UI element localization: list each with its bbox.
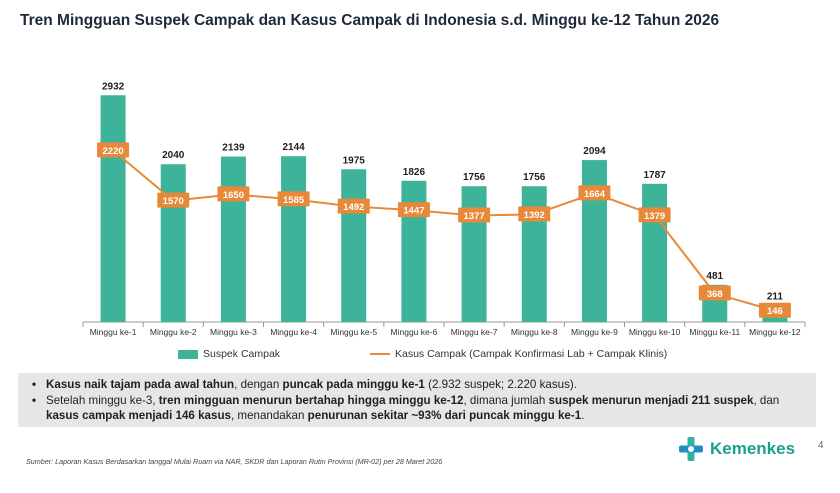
bar-value-label: 2144	[282, 142, 305, 153]
chart-legend: Suspek Campak Kasus Campak (Campak Konfi…	[0, 348, 840, 364]
bar-suspek	[100, 95, 126, 322]
summary-text: , dan	[753, 393, 780, 407]
bar-value-label: 2040	[162, 150, 185, 161]
bar-value-label: 211	[767, 292, 784, 303]
summary-text: tren mingguan menurun bertahap hingga mi…	[158, 393, 464, 407]
x-tick-label: Minggu ke-4	[270, 327, 317, 337]
x-tick-label: Minggu ke-7	[451, 327, 498, 337]
line-point-marker	[397, 202, 430, 218]
line-value-label: 1570	[163, 196, 184, 207]
kemenkes-logo: Kemenkes	[678, 436, 795, 462]
summary-text: suspek menurun menjadi 211 suspek	[548, 393, 754, 407]
bar-suspek	[461, 186, 487, 322]
bar-value-label: 2139	[222, 143, 245, 154]
line-point-marker	[698, 285, 731, 301]
line-value-label: 1492	[343, 202, 364, 213]
summary-text: .	[581, 409, 585, 422]
line-kasus	[112, 149, 776, 312]
line-point-marker	[458, 207, 491, 223]
x-tick-label: Minggu ke-6	[391, 327, 438, 337]
summary-text: , menandakan	[230, 409, 308, 422]
line-value-label: 368	[707, 289, 723, 300]
legend-item-kasus: Kasus Campak (Campak Konfirmasi Lab + Ca…	[370, 348, 667, 360]
summary-text: kasus campak menjadi 146 kasus	[46, 409, 231, 422]
line-value-label: 1585	[283, 195, 305, 206]
summary-text: , dengan	[234, 378, 283, 391]
legend-label-suspek: Suspek Campak	[203, 348, 281, 360]
x-tick-label: Minggu ke-1	[90, 327, 137, 337]
bar-suspek	[401, 180, 427, 322]
bar-value-label: 1787	[643, 170, 666, 181]
bar-value-label: 2094	[583, 146, 606, 157]
line-value-label: 1650	[223, 190, 244, 201]
line-point-marker	[758, 302, 791, 318]
legend-item-suspek: Suspek Campak	[178, 348, 280, 360]
page-number: 4	[818, 440, 824, 451]
kemenkes-logo-icon	[679, 437, 703, 461]
bar-value-label: 2932	[102, 81, 125, 92]
x-tick-label: Minggu ke-8	[511, 327, 558, 337]
chart-title: Tren Mingguan Suspek Campak dan Kasus Ca…	[20, 12, 720, 29]
line-point-marker	[578, 185, 611, 201]
summary-text: Kasus naik tajam pada awal tahun	[46, 378, 235, 391]
bar-value-label: 1975	[343, 155, 366, 166]
bar-value-label: 1826	[403, 167, 426, 178]
legend-label-kasus: Kasus Campak (Campak Konfirmasi Lab + Ca…	[395, 348, 668, 360]
line-point-marker	[337, 198, 370, 214]
x-tick-label: Minggu ke-10	[629, 327, 681, 337]
line-point-marker	[638, 207, 671, 223]
legend-swatch-line	[370, 353, 390, 355]
x-tick-label: Minggu ke-5	[330, 327, 377, 337]
source-note: Sumber: Laporan Kasus Berdasarkan tangga…	[26, 457, 443, 466]
bar-suspek	[160, 164, 186, 322]
summary-text: , dimana jumlah	[463, 393, 549, 407]
line-point-marker	[518, 206, 551, 222]
bar-value-label: 1756	[523, 172, 546, 183]
line-value-label: 1379	[644, 211, 665, 222]
line-value-label: 2220	[103, 146, 124, 157]
line-point-marker	[217, 186, 250, 202]
bar-suspek	[341, 169, 367, 322]
line-point-marker	[97, 142, 130, 158]
bar-value-label: 1756	[463, 172, 486, 183]
line-value-label: 1392	[524, 210, 545, 221]
bar-value-label: 481	[706, 271, 723, 282]
x-tick-label: Minggu ke-2	[150, 327, 197, 337]
line-point-marker	[277, 191, 310, 207]
logo-text: Kemenkes	[710, 439, 796, 458]
bar-suspek	[581, 160, 607, 322]
legend-swatch-bar	[178, 349, 198, 359]
bar-suspek	[281, 156, 307, 322]
bar-suspek	[642, 183, 668, 322]
x-tick-label: Minggu ke-11	[689, 327, 740, 337]
summary-text: Setelah minggu ke-3,	[46, 393, 159, 407]
line-value-label: 1664	[584, 189, 606, 200]
summary-text: (2.932 suspek; 2.220 kasus).	[424, 378, 577, 391]
line-value-label: 146	[767, 306, 783, 317]
summary-text: puncak pada minggu ke-1	[282, 378, 425, 391]
x-tick-label: Minggu ke-3	[210, 327, 257, 337]
x-tick-label: Minggu ke-9	[571, 327, 618, 337]
combo-chart: 2932 2040 2139 2144 1975 1826 1756 1756 2094 1787…	[82, 81, 806, 337]
line-value-label: 1377	[464, 211, 485, 222]
summary-bullet-1: Kasus naik tajam pada awal tahun, dengan…	[30, 377, 806, 393]
summary-bullet-2: Setelah minggu ke-3, tren mingguan menur…	[30, 393, 806, 424]
line-value-label: 1447	[403, 206, 424, 217]
bar-suspek	[220, 156, 246, 322]
x-tick-label: Minggu ke-12	[749, 327, 801, 337]
summary-box: Kasus naik tajam pada awal tahun, dengan…	[18, 373, 816, 427]
summary-text: penurunan sekitar ~93% dari puncak mingg…	[307, 409, 582, 422]
line-point-marker	[157, 192, 190, 208]
